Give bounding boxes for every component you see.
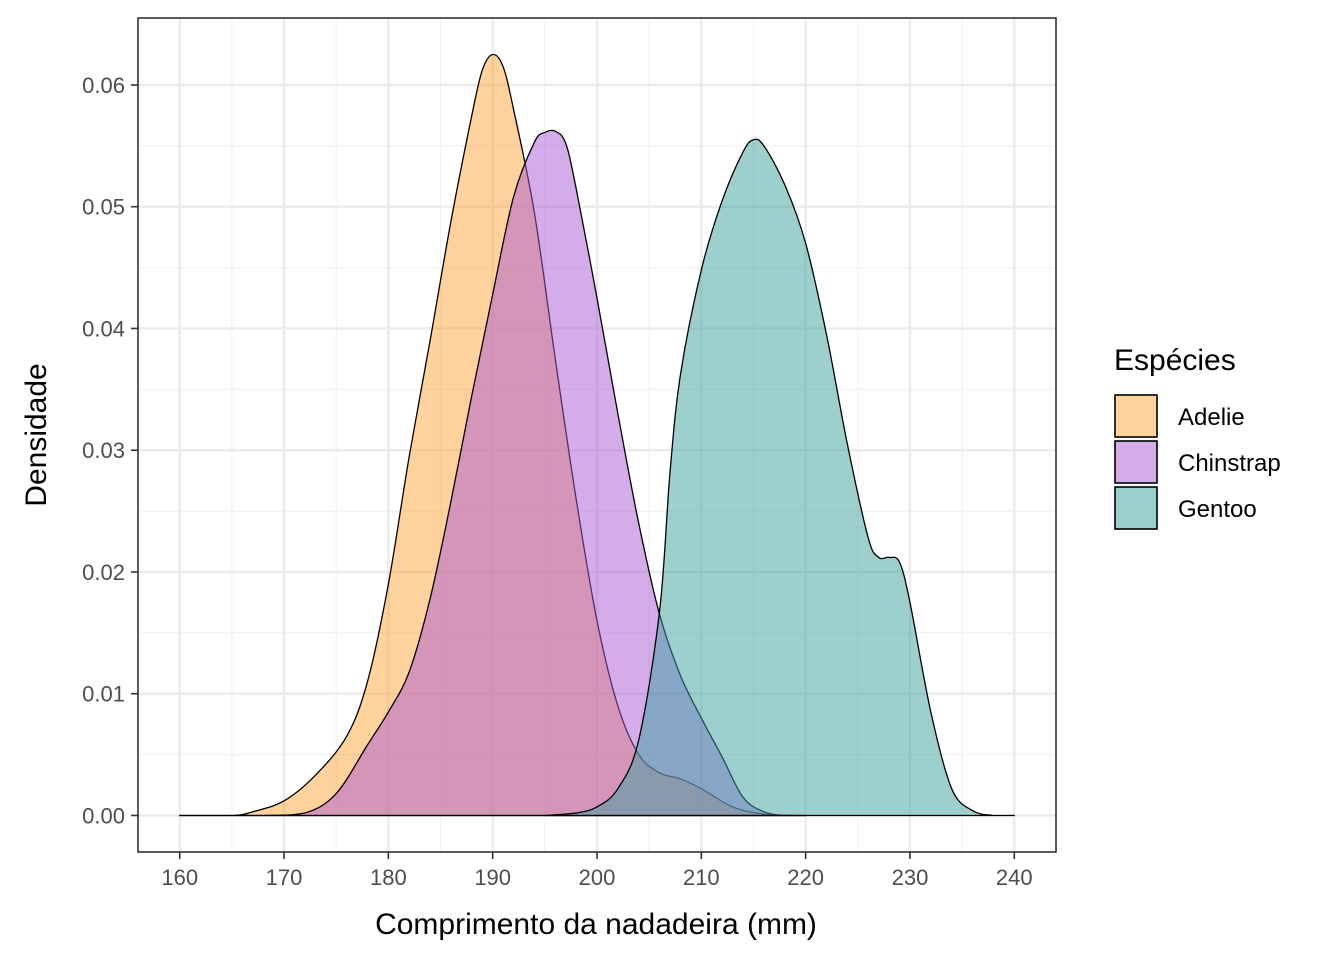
y-tick-label: 0.05	[82, 195, 125, 220]
x-tick-label: 190	[474, 865, 511, 890]
legend-title: Espécies	[1114, 344, 1236, 377]
x-tick-label: 200	[579, 865, 616, 890]
x-axis: 160 170 180 190 200 210 220 230 240	[161, 852, 1033, 890]
y-tick-label: 0.02	[82, 560, 125, 585]
x-tick-label: 180	[370, 865, 407, 890]
x-axis-title: Comprimento da nadadeira (mm)	[375, 908, 817, 941]
legend-swatch-adelie	[1114, 394, 1158, 438]
x-tick-label: 230	[892, 865, 929, 890]
y-tick-label: 0.01	[82, 682, 125, 707]
y-axis-title: Densidade	[20, 363, 53, 506]
legend-label-gentoo: Gentoo	[1178, 496, 1257, 523]
legend-label-adelie: Adelie	[1178, 404, 1245, 431]
x-tick-label: 220	[787, 865, 824, 890]
y-tick-label: 0.03	[82, 438, 125, 463]
density-area-gentoo	[544, 138, 1015, 817]
x-tick-label: 240	[996, 865, 1033, 890]
y-axis: 0.00 0.01 0.02 0.03 0.04 0.05 0.06	[82, 73, 138, 828]
legend: Espécies Adelie Chinstrap Gentoo	[1114, 344, 1281, 530]
legend-swatch-gentoo	[1114, 486, 1158, 530]
y-tick-label: 0.00	[82, 803, 125, 828]
legend-swatch-chinstrap	[1114, 440, 1158, 484]
y-tick-label: 0.04	[82, 316, 125, 341]
x-tick-label: 160	[161, 865, 198, 890]
x-tick-label: 210	[683, 865, 720, 890]
x-tick-label: 170	[266, 865, 303, 890]
density-series	[179, 53, 1015, 817]
y-tick-label: 0.06	[82, 73, 125, 98]
legend-label-chinstrap: Chinstrap	[1178, 450, 1281, 477]
